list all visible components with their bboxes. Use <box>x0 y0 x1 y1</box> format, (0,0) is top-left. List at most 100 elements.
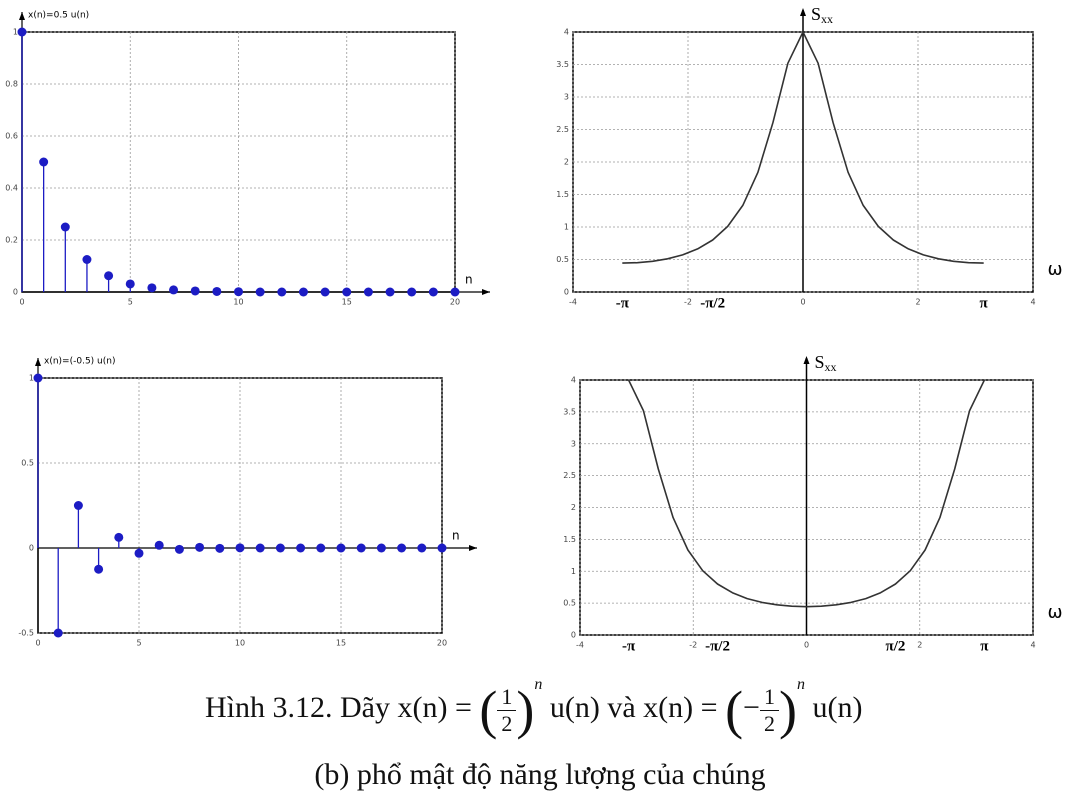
x-annotation: π <box>980 295 989 311</box>
x-annotation: -π <box>616 295 630 311</box>
chart-title: x(n)=0.5 u(n) <box>28 11 89 21</box>
axis-arrow <box>469 545 477 551</box>
caption-text: u(n) <box>804 691 863 724</box>
stem-marker <box>277 287 287 297</box>
chart-title: x(n)=(-0.5) u(n) <box>44 357 115 367</box>
x-tick-label: 5 <box>128 298 133 307</box>
x-annotation: π/2 <box>886 638 906 654</box>
x-tick-label: 10 <box>233 298 243 307</box>
curve <box>622 31 984 264</box>
stem-marker <box>298 287 308 297</box>
axis-arrow <box>800 8 806 16</box>
paren: ) <box>778 680 797 741</box>
stem-marker <box>255 543 265 553</box>
stem-marker <box>195 542 205 552</box>
y-tick-label: 1 <box>13 28 18 37</box>
stem-marker <box>17 27 27 37</box>
y-tick-label: 0.5 <box>556 255 569 264</box>
stem-marker <box>407 287 417 297</box>
paren: ) <box>516 680 535 741</box>
stem-marker <box>376 543 386 553</box>
x-axis-label: n <box>465 273 473 287</box>
stem-marker <box>60 222 70 232</box>
x-tick-label: -2 <box>684 298 692 307</box>
x-tick-label: 20 <box>450 298 460 307</box>
x-tick-label: 2 <box>917 641 922 650</box>
stem-marker <box>316 543 326 553</box>
caption-text: u(n) và x(n) = <box>542 691 726 724</box>
y-tick-label: 0.4 <box>5 184 18 193</box>
y-tick-label: 0.6 <box>5 132 18 141</box>
stem-marker <box>336 543 346 553</box>
y-tick-label: 1 <box>571 567 576 576</box>
y-tick-label: 2.5 <box>556 125 569 134</box>
y-tick-label: 1 <box>29 374 34 383</box>
stem-marker <box>255 287 265 297</box>
y-tick-label: 0.5 <box>21 459 34 468</box>
x-tick-label: 0 <box>19 298 24 307</box>
y-tick-label: 0 <box>564 288 569 297</box>
denominator: 2 <box>763 710 775 736</box>
caption-line1: Hình 3.12. Dãy x(n) = (1 2)n u(n) và x(n)… <box>205 676 862 741</box>
stem-marker <box>275 543 285 553</box>
stem-marker <box>53 628 63 638</box>
y-axis-label-sub: xx <box>825 360 837 374</box>
axis-arrow <box>482 289 490 295</box>
y-tick-label: -0.5 <box>18 629 34 638</box>
stem-marker <box>154 540 164 550</box>
exponent: n <box>796 676 805 693</box>
stem-marker <box>94 564 104 574</box>
stem-marker <box>296 543 306 553</box>
y-tick-label: 1.5 <box>556 190 569 199</box>
y-tick-label: 3 <box>564 93 569 102</box>
stem-marker <box>104 271 114 281</box>
x-tick-label: 4 <box>1030 298 1035 307</box>
stem-marker <box>82 255 92 264</box>
y-axis-label: Sxx <box>815 352 837 374</box>
x-tick-label: 10 <box>235 639 245 648</box>
stem-marker <box>363 287 373 297</box>
y-tick-label: 4 <box>564 28 569 37</box>
y-tick-label: 3 <box>571 439 576 448</box>
stem-marker <box>212 286 222 296</box>
y-tick-label: 4 <box>571 376 576 385</box>
y-tick-label: 2 <box>564 158 569 167</box>
y-tick-label: 3.5 <box>556 60 569 69</box>
sign: − <box>743 691 760 724</box>
stem-marker <box>125 279 135 289</box>
x-annotation: -π/2 <box>700 295 725 311</box>
x-tick-label: -2 <box>689 641 697 650</box>
stem-marker <box>385 287 395 297</box>
y-tick-label: 2 <box>571 503 576 512</box>
stem-marker <box>234 287 243 297</box>
stem-marker <box>428 287 438 297</box>
x-tick-label: 0 <box>35 639 40 648</box>
stem-marker <box>190 286 200 296</box>
x-annotation: π <box>980 638 989 654</box>
x-axis-label: ω <box>1047 259 1062 280</box>
x-tick-label: 15 <box>336 639 346 648</box>
exponent: n <box>534 676 543 693</box>
caption-text: Hình 3.12. Dãy x(n) = <box>205 691 480 724</box>
x-axis-label: n <box>452 529 460 543</box>
stem-marker <box>215 543 225 553</box>
y-tick-label: 1.5 <box>563 535 576 544</box>
stem-marker <box>174 544 184 554</box>
x-tick-label: -4 <box>576 641 584 650</box>
stem-marker <box>33 373 43 383</box>
x-annotation: -π/2 <box>705 638 730 654</box>
stem-marker <box>417 543 427 553</box>
stem-marker <box>147 283 157 293</box>
stem-marker <box>114 532 124 542</box>
stem-marker <box>134 548 144 558</box>
x-tick-label: 2 <box>915 298 920 307</box>
stem-marker <box>73 501 83 510</box>
y-tick-label: 0.2 <box>5 236 18 245</box>
stem-marker <box>342 287 352 297</box>
stem-marker <box>356 543 366 553</box>
x-tick-label: 5 <box>136 639 141 648</box>
y-axis-label-main: S <box>811 4 821 24</box>
stem-marker <box>397 543 407 553</box>
